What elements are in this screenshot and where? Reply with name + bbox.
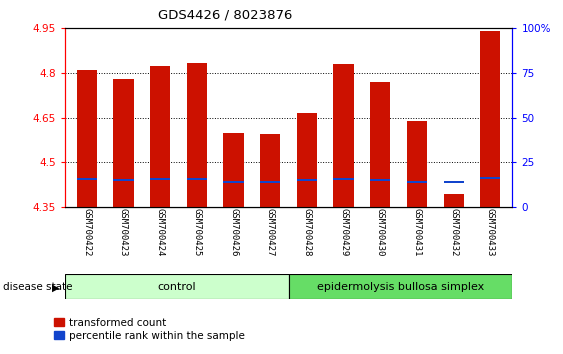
Bar xyxy=(407,121,427,207)
Bar xyxy=(444,194,464,207)
Text: GSM700427: GSM700427 xyxy=(266,209,275,257)
Text: GSM700433: GSM700433 xyxy=(486,209,495,257)
Text: epidermolysis bullosa simplex: epidermolysis bullosa simplex xyxy=(317,282,484,292)
Bar xyxy=(297,113,317,207)
Text: ▶: ▶ xyxy=(52,282,59,292)
Text: GSM700422: GSM700422 xyxy=(82,209,91,257)
Bar xyxy=(480,177,501,179)
Text: GSM700432: GSM700432 xyxy=(449,209,458,257)
Legend: transformed count, percentile rank within the sample: transformed count, percentile rank withi… xyxy=(50,314,249,345)
Text: GSM700431: GSM700431 xyxy=(413,209,422,257)
Text: GSM700429: GSM700429 xyxy=(339,209,348,257)
Bar xyxy=(370,179,390,182)
Bar xyxy=(333,64,354,207)
Bar xyxy=(260,134,280,207)
Bar xyxy=(150,65,170,207)
Bar xyxy=(224,133,244,207)
Bar xyxy=(113,79,133,207)
Bar xyxy=(480,31,501,207)
Text: control: control xyxy=(157,282,196,292)
Bar xyxy=(187,178,207,180)
Bar xyxy=(65,274,289,299)
Text: GDS4426 / 8023876: GDS4426 / 8023876 xyxy=(158,9,292,22)
Bar xyxy=(260,181,280,183)
Text: disease state: disease state xyxy=(3,282,72,292)
Bar xyxy=(150,178,170,180)
Bar xyxy=(289,274,512,299)
Bar xyxy=(444,181,464,183)
Bar xyxy=(77,70,97,207)
Text: GSM700425: GSM700425 xyxy=(193,209,202,257)
Bar xyxy=(77,178,97,180)
Text: GSM700426: GSM700426 xyxy=(229,209,238,257)
Bar xyxy=(113,179,133,182)
Bar xyxy=(187,63,207,207)
Text: GSM700430: GSM700430 xyxy=(376,209,385,257)
Bar xyxy=(297,179,317,182)
Bar xyxy=(407,181,427,183)
Text: GSM700423: GSM700423 xyxy=(119,209,128,257)
Bar xyxy=(370,82,390,207)
Text: GSM700424: GSM700424 xyxy=(155,209,164,257)
Text: GSM700428: GSM700428 xyxy=(302,209,311,257)
Bar xyxy=(333,178,354,180)
Bar xyxy=(224,181,244,183)
